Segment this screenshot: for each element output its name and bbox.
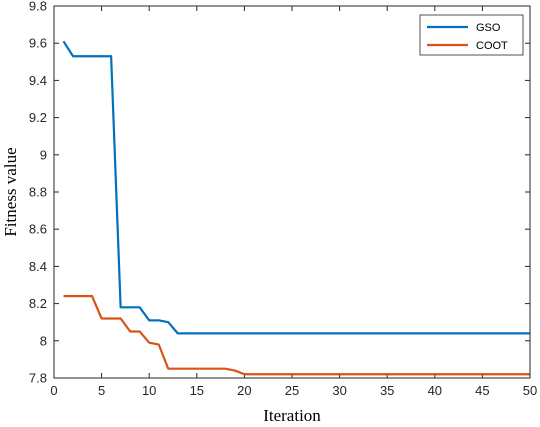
y-tick-label: 8.2	[29, 296, 47, 311]
plot-area	[54, 6, 530, 378]
y-tick-label: 8.6	[29, 222, 47, 237]
x-tick-label: 40	[428, 383, 442, 398]
x-tick-label: 30	[332, 383, 346, 398]
x-tick-label: 25	[285, 383, 299, 398]
x-axis-ticks: 0 5 10 15 20 25 30 35 40 45 50	[50, 6, 537, 398]
x-axis-label: Iteration	[263, 406, 321, 425]
x-tick-label: 0	[50, 383, 57, 398]
x-tick-label: 15	[190, 383, 204, 398]
y-tick-label: 8.8	[29, 185, 47, 200]
x-tick-label: 35	[380, 383, 394, 398]
legend-label-gso: GSO	[476, 22, 501, 34]
x-tick-label: 50	[523, 383, 537, 398]
series-layer	[62, 40, 530, 376]
legend: GSO COOT	[419, 14, 524, 56]
y-axis-label: Fitness value	[1, 147, 20, 236]
y-tick-label: 9.2	[29, 110, 47, 125]
series-line-coot	[63, 295, 530, 376]
series-line-gso	[62, 40, 530, 335]
legend-label-coot: COOT	[476, 40, 508, 52]
y-tick-label: 8.4	[29, 259, 47, 274]
x-tick-label: 5	[98, 383, 105, 398]
x-tick-label: 45	[475, 383, 489, 398]
y-tick-label: 7.8	[29, 371, 47, 386]
x-tick-label: 10	[142, 383, 156, 398]
y-tick-label: 8	[40, 333, 47, 348]
y-tick-label: 9.4	[29, 73, 47, 88]
plot-frame	[53, 5, 531, 379]
y-tick-label: 9.8	[29, 0, 47, 14]
y-tick-label: 9.6	[29, 36, 47, 51]
y-tick-label: 9	[40, 147, 47, 162]
x-tick-label: 20	[237, 383, 251, 398]
y-axis-ticks: 7.8 8 8.2 8.4 8.6 8.8 9 9.2 9.4 9.6 9.8	[29, 0, 530, 386]
legend-box	[419, 14, 524, 56]
